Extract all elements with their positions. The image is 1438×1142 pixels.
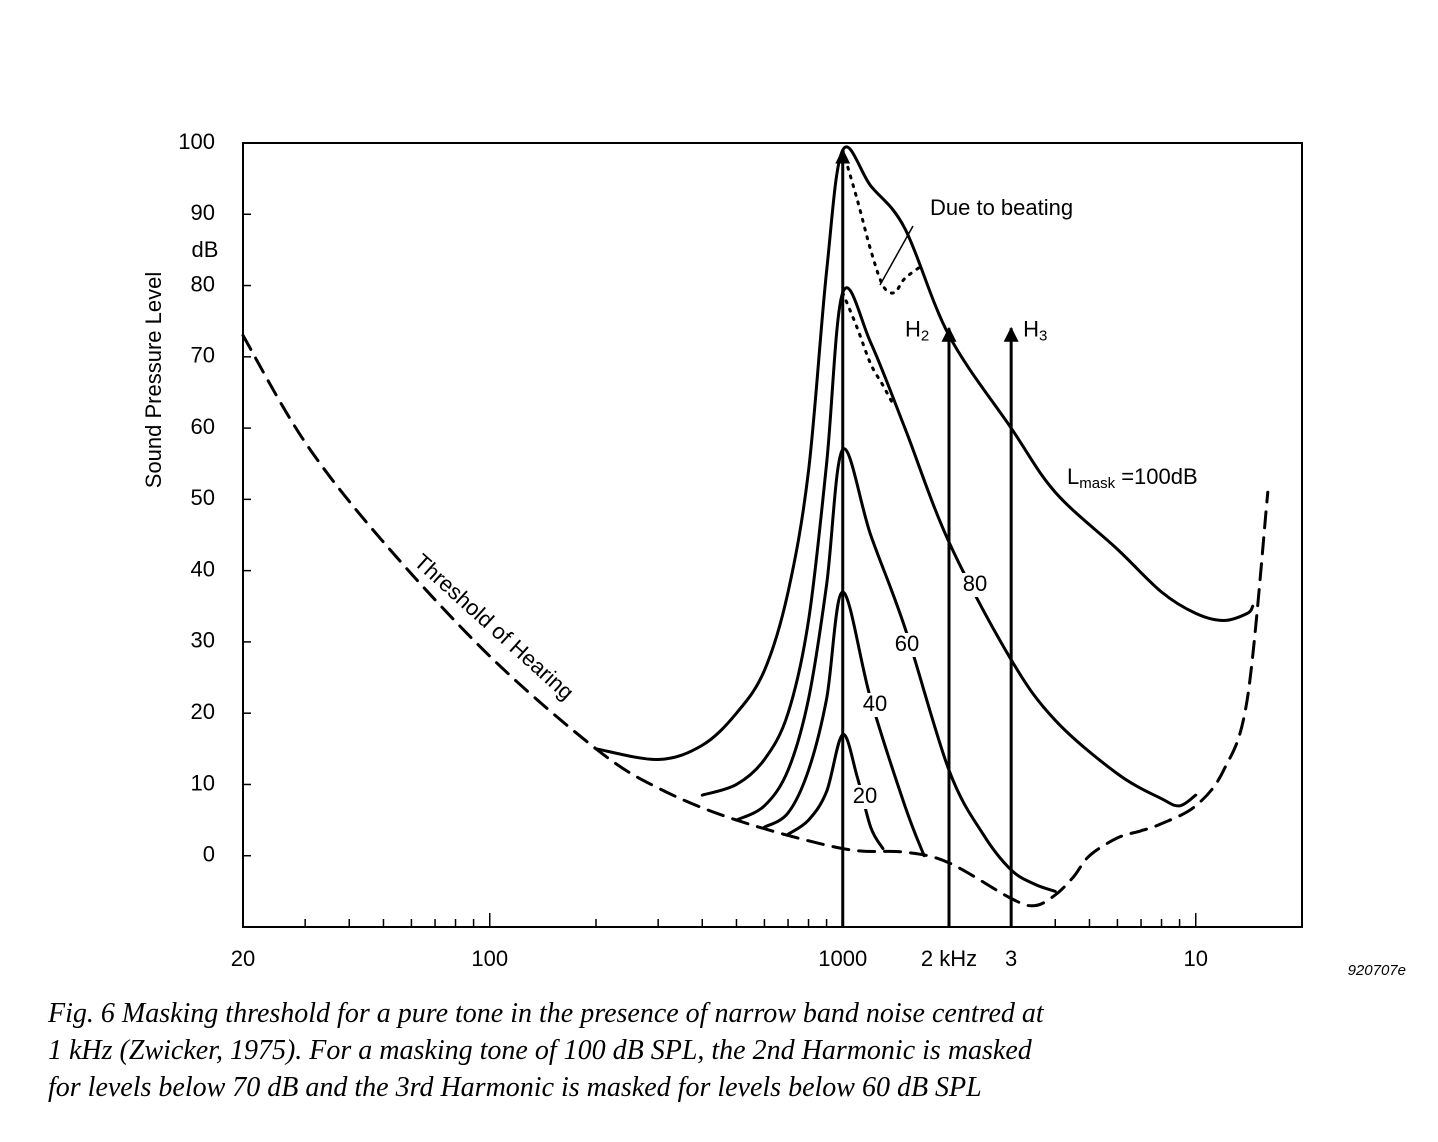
tone-label: H2: [905, 316, 929, 344]
x-tick-label: 10: [1183, 946, 1207, 971]
x-tick-label: 3: [1005, 946, 1017, 971]
y-tick-label: 80: [191, 271, 215, 296]
tone-label-main: H: [905, 316, 921, 341]
x-tick-label: 100: [471, 946, 508, 971]
tone-label-main: H: [1023, 316, 1039, 341]
y-tick-label: 10: [191, 770, 215, 795]
y-tick-label: 60: [191, 414, 215, 439]
tone-label-sub: 3: [1039, 327, 1047, 344]
y-tick-label: 50: [191, 485, 215, 510]
figure-code: 920707e: [1348, 962, 1406, 979]
series-label: Lmask =100dB: [1067, 464, 1198, 492]
y-tick-label: 0: [203, 842, 215, 867]
x-tick-label: 1000: [818, 946, 867, 971]
series-label-main: L: [1067, 464, 1079, 489]
label-bg: [849, 785, 881, 809]
series-line: [594, 145, 1255, 762]
series-line: [700, 286, 1198, 808]
series-line: [241, 333, 1270, 908]
series-label-rest: =100dB: [1115, 464, 1198, 489]
series-label: 20: [853, 783, 877, 808]
caption-line: 1 kHz (Zwicker, 1975). For a masking ton…: [48, 1035, 1033, 1066]
series-line: [734, 447, 1057, 893]
y-tick-label: 20: [191, 699, 215, 724]
series-label: 60: [895, 631, 919, 656]
tone-label-sub: 2: [921, 327, 929, 344]
label-bg: [891, 633, 923, 657]
series-label: Threshold of Hearing: [409, 549, 578, 705]
y-tick-label: 40: [191, 556, 215, 581]
label-bg: [959, 573, 991, 597]
series-label: 80: [963, 571, 987, 596]
caption-line: Fig. 6 Masking threshold for a pure tone…: [47, 998, 1045, 1029]
y-tick-label: 100: [178, 129, 215, 154]
caption-line: for levels below 70 dB and the 3rd Harmo…: [48, 1072, 982, 1103]
series-line: [762, 590, 926, 858]
series-line: [841, 148, 926, 295]
y-tick-label: 70: [191, 343, 215, 368]
plot-frame: [242, 142, 1303, 928]
annotation: Due to beating: [930, 195, 1073, 220]
y-tick-label: 30: [191, 628, 215, 653]
tone-label: H3: [1023, 316, 1047, 344]
y-axis-label: Sound Pressure Level: [141, 272, 166, 488]
label-bg: [859, 693, 891, 717]
x-tick-label: 2 kHz: [921, 946, 977, 971]
y-tick-label: 90: [191, 200, 215, 225]
series-line: [841, 291, 896, 409]
y-unit: dB: [192, 237, 219, 262]
x-tick-label: 20: [231, 946, 255, 971]
series-label: 40: [863, 691, 887, 716]
series-label-sub: mask: [1079, 475, 1115, 492]
